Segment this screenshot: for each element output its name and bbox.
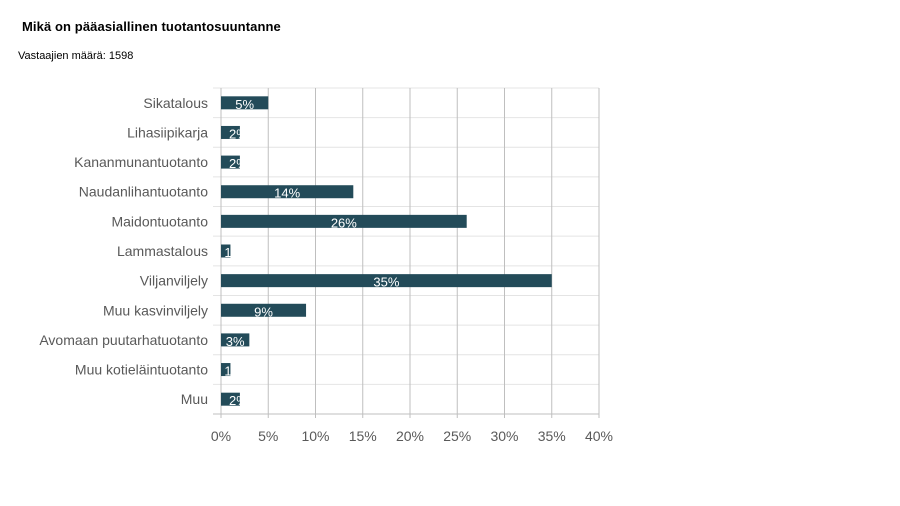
category-label: Lammastalous [117, 243, 208, 259]
category-label: Muu [181, 391, 208, 407]
category-label: Kananmunantuotanto [74, 154, 208, 170]
bar [221, 96, 269, 110]
x-tick-label: 35% [538, 428, 566, 444]
data-label: 26% [331, 215, 357, 230]
data-label: 5% [235, 97, 254, 112]
chart-title: Mikä on pääasiallinen tuotantosuuntanne [22, 19, 281, 34]
x-tick-label: 25% [443, 428, 471, 444]
category-label: Muu kotieläintuotanto [75, 362, 208, 378]
category-label: Lihasiipikarja [127, 124, 208, 140]
category-label: Avomaan puutarhatuotanto [39, 332, 208, 348]
bar [221, 244, 231, 258]
data-label: 1% [224, 245, 243, 260]
data-label: 9% [254, 304, 273, 319]
data-label: 14% [274, 186, 300, 201]
data-label: 1% [224, 364, 243, 379]
bar [221, 303, 307, 317]
bar [221, 363, 231, 377]
bar [221, 274, 552, 288]
respondent-count: Vastaajien määrä: 1598 [18, 50, 134, 62]
category-label: Viljanviljely [140, 273, 208, 289]
bar [221, 125, 240, 139]
data-label: 35% [373, 275, 399, 290]
bar [221, 214, 467, 228]
x-tick-label: 20% [396, 428, 424, 444]
category-label: Maidontuotanto [111, 213, 208, 229]
bar [221, 185, 354, 199]
data-label: 2% [229, 156, 248, 171]
x-tick-label: 40% [585, 428, 613, 444]
x-tick-label: 10% [301, 428, 329, 444]
x-tick-label: 5% [258, 428, 278, 444]
bar [221, 333, 250, 347]
category-label: Naudanlihantuotanto [79, 184, 208, 200]
category-label: Sikatalous [143, 95, 208, 111]
data-label: 2% [229, 126, 248, 141]
x-tick-label: 0% [211, 428, 231, 444]
bar [221, 155, 240, 169]
data-label: 3% [226, 334, 245, 349]
category-label: Muu kasvinviljely [103, 302, 208, 318]
data-label: 2% [229, 393, 248, 408]
bar [221, 392, 240, 406]
x-tick-label: 15% [349, 428, 377, 444]
x-tick-label: 30% [490, 428, 518, 444]
